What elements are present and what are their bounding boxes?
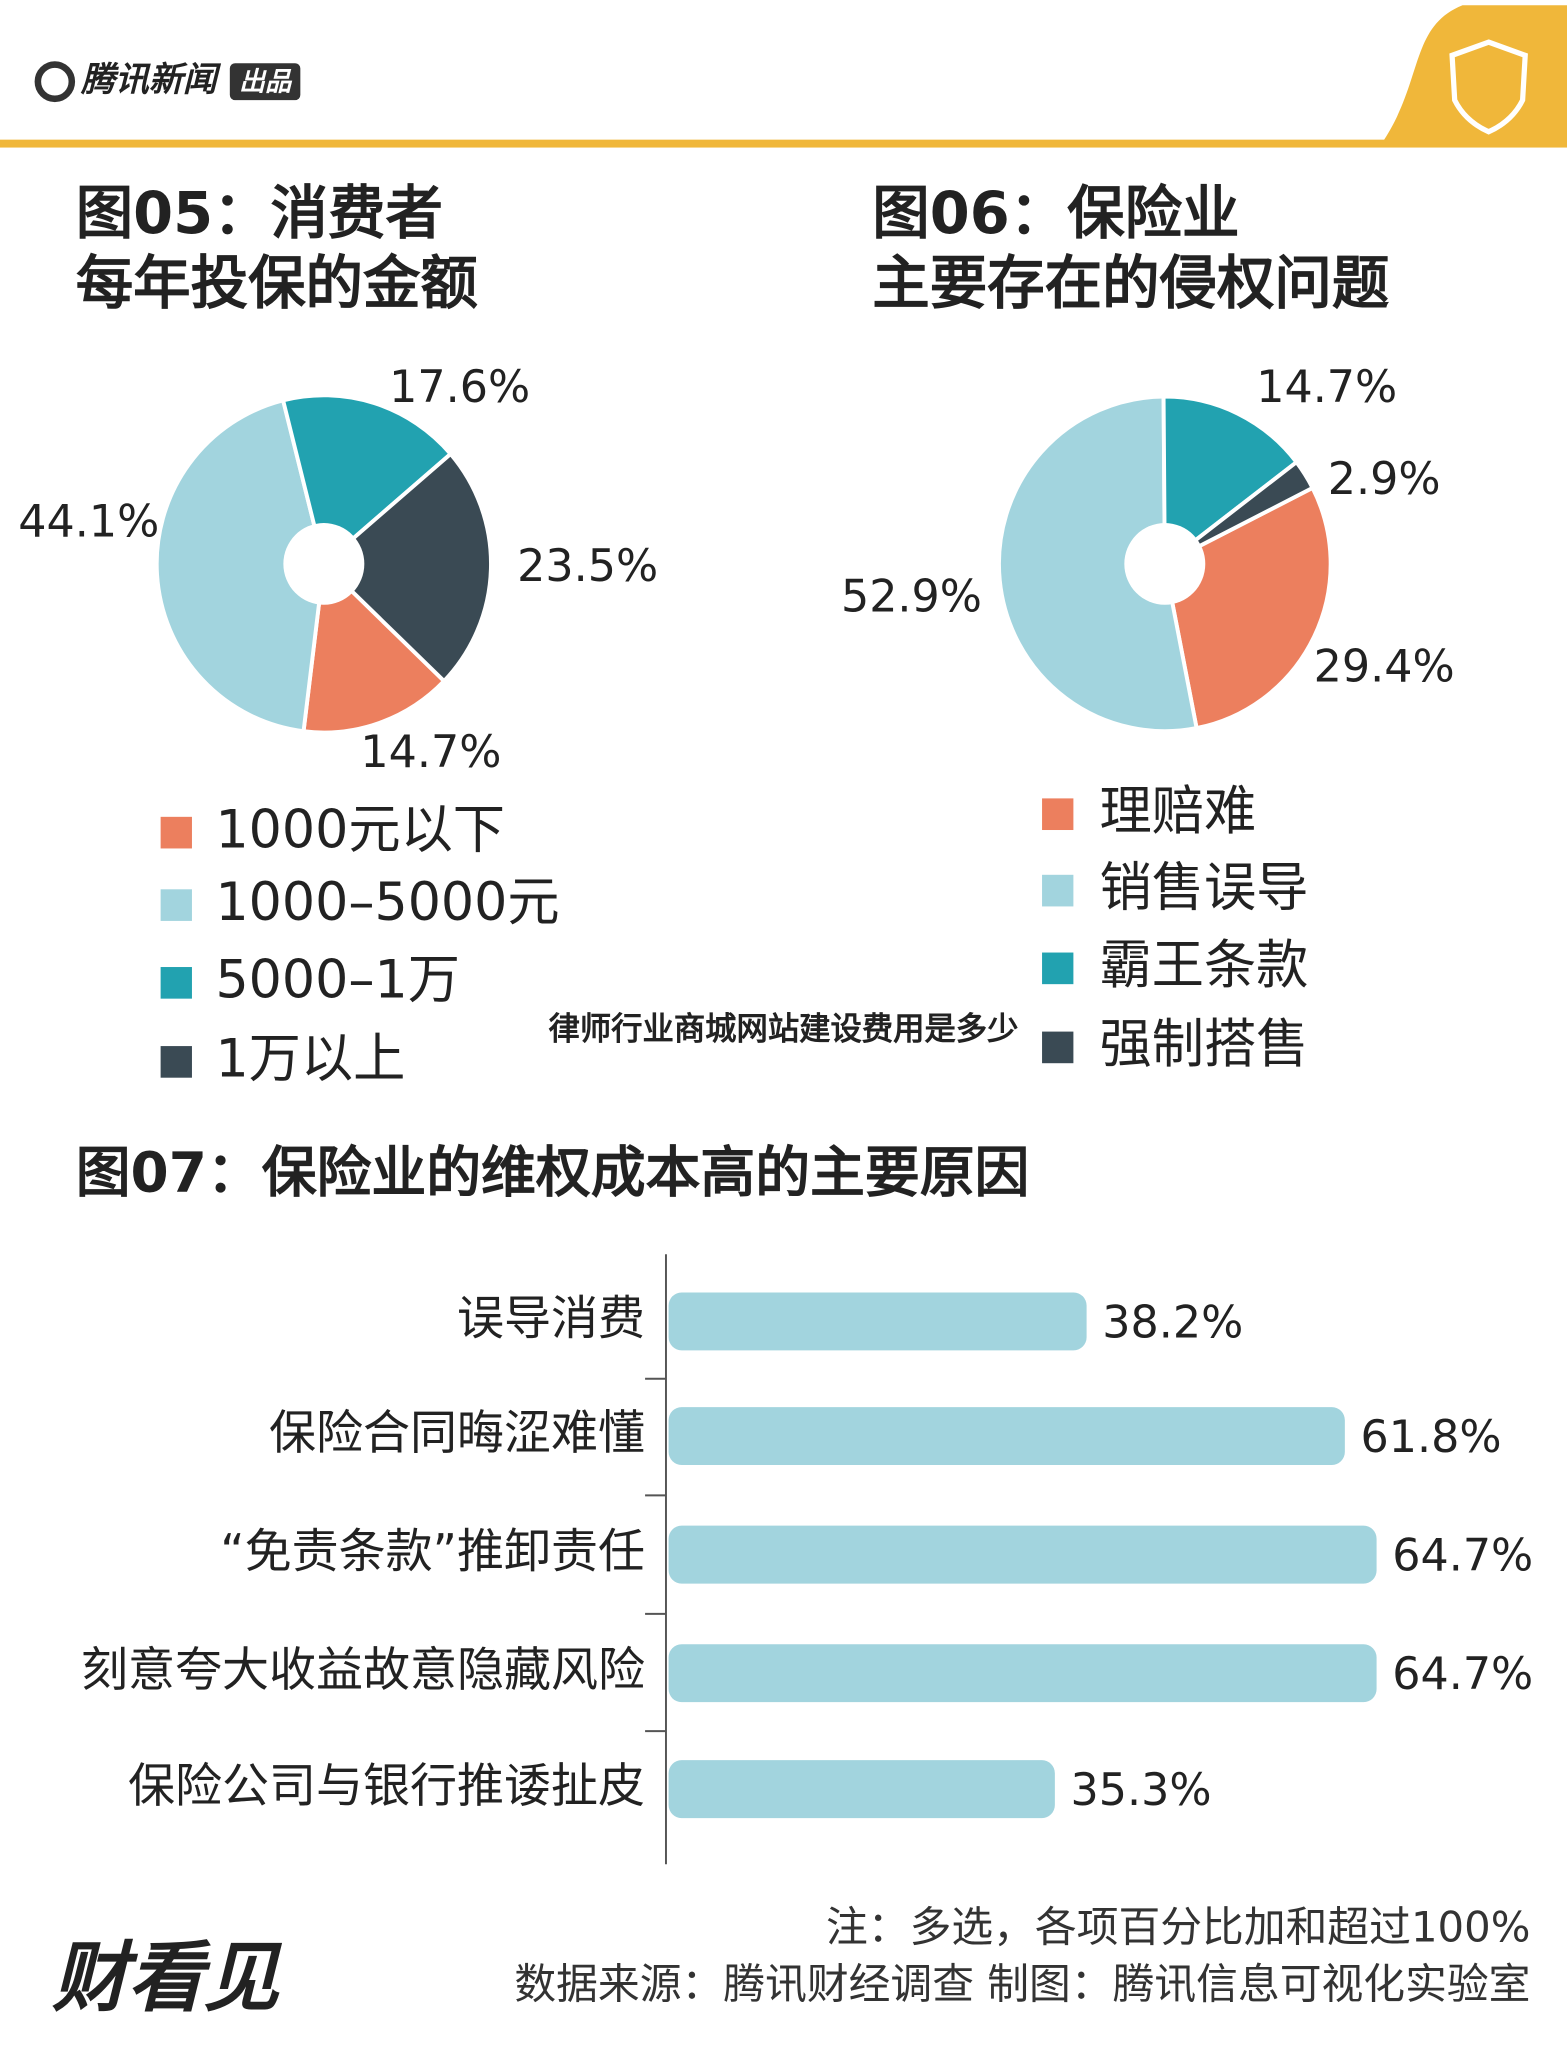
chart-title: 每年投保的金额 [76,249,478,317]
pie-slice [1162,485,1333,731]
category-label: 保险合同晦涩难懂 [269,1406,645,1461]
value-label: 2.9% [1328,453,1441,505]
legend-label: 1000–5000元 [215,872,559,933]
legend-label: 强制搭售 [1100,1014,1309,1075]
bar [668,1292,1087,1351]
legend-label: 销售误导 [1100,857,1309,918]
chart-title: 图06：保险业 [872,179,1239,247]
header-corner [1384,5,1567,148]
chart-title: 图05：消费者 [76,179,443,247]
value-label: 61.8% [1361,1411,1502,1463]
bar [668,1407,1345,1466]
brand-tag-bg [229,63,301,101]
value-label: 23.5% [517,540,658,592]
pie-slice [320,451,493,684]
legend-label: 1万以上 [215,1028,405,1089]
header-stripe [0,139,1567,148]
legend-swatch [1042,874,1074,907]
bar [668,1760,1055,1819]
value-label: 64.7% [1392,1648,1533,1700]
legend-swatch [1042,952,1074,985]
shield-icon [1449,39,1528,135]
brand-icon [34,61,76,103]
brand-tag: 出品 [239,67,293,97]
pie-slice [1161,394,1300,568]
legend-swatch [160,1046,192,1078]
chart-title: 主要存在的侵权问题 [872,249,1389,317]
value-label: 64.7% [1392,1529,1533,1581]
pie-slice [154,397,326,734]
value-label: 14.7% [1256,361,1397,413]
footer-note: 注：多选，各项百分比加和超过100% [826,1902,1530,1951]
value-label: 35.3% [1071,1764,1212,1816]
pie-slice [301,559,447,735]
category-label: 保险公司与银行推诿扯皮 [128,1759,645,1814]
pie-slice [280,393,454,568]
overlay-text: 律师行业商城网站建设费用是多少 [549,1011,1019,1047]
legend-swatch [160,967,192,999]
value-label: 17.6% [389,361,530,413]
chart-title: 图07：保险业的维权成本高的主要原因 [76,1140,1030,1204]
pie-slice [997,394,1199,734]
value-label: 14.7% [360,726,501,778]
donut-hole [1124,523,1206,605]
category-label: “免责条款”推卸责任 [220,1524,645,1579]
footer-source: 数据来源：腾讯财经调查 制图：腾讯信息可视化实验室 [514,1959,1530,2008]
value-label: 29.4% [1314,640,1455,692]
pie-slice [1163,459,1316,566]
bar [668,1644,1377,1703]
legend-label: 1000元以下 [215,799,505,860]
legend-label: 霸王条款 [1100,935,1309,996]
bar [668,1525,1377,1584]
value-label: 38.2% [1102,1296,1243,1348]
value-label: 52.9% [841,570,982,622]
footer-logo: 财看见 [52,1933,282,2022]
legend-swatch [160,816,192,849]
legend-label: 5000–1万 [215,949,459,1010]
legend-swatch [1042,1031,1074,1064]
brand: 腾讯新闻 [80,60,222,100]
value-label: 44.1% [18,495,159,547]
legend-swatch [160,889,192,921]
legend-swatch [1042,798,1074,831]
category-label: 误导消费 [457,1291,645,1346]
legend-label: 理赔难 [1100,781,1257,842]
category-label: 刻意夸大收益故意隐藏风险 [81,1643,645,1698]
donut-hole [283,523,365,605]
